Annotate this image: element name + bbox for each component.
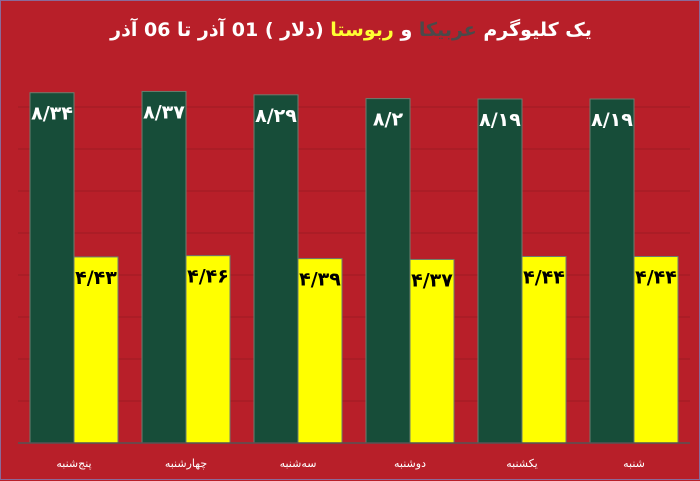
data-label: ۴/۳۹ [299, 269, 341, 291]
data-label: ۸/۲ [373, 109, 404, 131]
title-robusta: ربوستا [330, 19, 394, 41]
x-tick-label: پنج‌شنبه [56, 457, 91, 470]
chart-title: یک کلیوگرم عربیکا و ربوستا (دلار ) 01 آذ… [1, 19, 700, 41]
bar-robusta [521, 256, 567, 444]
bar-robusta [73, 256, 119, 444]
data-label: ۸/۲۹ [255, 105, 297, 127]
data-label: ۴/۴۶ [187, 266, 229, 288]
title-date-range: (دلار ) 01 آذر تا 06 آذر [110, 19, 331, 41]
bar-arabica [29, 92, 75, 444]
data-label: ۴/۴۴ [523, 267, 565, 289]
data-label: ۸/۳۷ [143, 101, 185, 123]
data-label: ۸/۱۹ [479, 109, 521, 131]
x-tick-label: سه‌شنبه [280, 457, 317, 470]
bar-arabica [365, 98, 411, 444]
title-arabica: عربیکا [418, 19, 477, 41]
bar-robusta [633, 256, 679, 444]
x-tick-label: چهارشنبه [165, 457, 207, 470]
bar-robusta [297, 258, 343, 444]
data-label: ۴/۴۴ [635, 267, 677, 289]
x-tick-label: شنبه [623, 457, 645, 470]
data-label: ۸/۱۹ [591, 109, 633, 131]
bar-arabica [141, 90, 187, 444]
bar-arabica [589, 98, 635, 444]
bar-arabica [477, 98, 523, 444]
title-part: یک کلیوگرم [476, 19, 592, 41]
x-tick-label: دوشنبه [394, 457, 426, 470]
data-label: ۸/۳۴ [31, 103, 73, 125]
x-tick-label: یکشنبه [506, 457, 538, 470]
bar-arabica [253, 94, 299, 444]
data-label: ۴/۳۷ [411, 269, 453, 291]
title-and: و [393, 19, 419, 41]
data-label: ۴/۴۳ [75, 267, 117, 289]
